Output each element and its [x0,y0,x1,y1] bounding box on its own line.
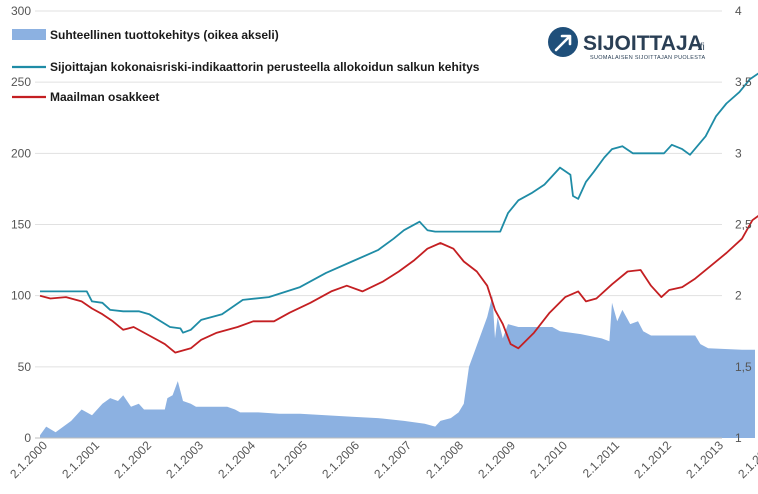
series-area-relative-return [40,295,755,438]
x-tick-label: 2.1.2009 [475,438,518,481]
y-left-tick-label: 100 [11,289,31,303]
x-axis: 2.1.2000 2.1.2001 2.1.2002 2.1.2003 2.1.2004… [7,437,758,481]
logo-tagline: SUOMALAISEN SIJOITTAJAN PUOLESTA [590,55,705,61]
x-tick-label: 2.1.2004 [215,438,258,481]
x-tick-label: 2.1.2006 [319,438,362,481]
legend-swatch-area [12,29,46,40]
y-right-tick-label: 4 [735,4,742,18]
x-tick-label: 2.1.2002 [111,438,154,481]
x-tick-label: 2.1.2013 [683,438,726,481]
x-tick-label: 2.1.2010 [527,438,570,481]
legend-label-area: Suhteellinen tuottokehitys (oikea akseli… [50,28,279,42]
logo-suffix: .fi [697,42,705,53]
y-right-tick-label: 2,5 [735,218,752,232]
left-y-axis: 0 50 100 150 200 250 300 [11,4,31,445]
legend-label-portfolio: Sijoittajan kokonaisriski-indikaattorin … [50,60,480,74]
y-right-tick-label: 2 [735,289,742,303]
y-right-tick-label: 3,5 [735,75,752,89]
x-tick-label: 2.1.2005 [267,438,310,481]
x-tick-label: 2.1.2012 [631,438,674,481]
y-left-tick-label: 50 [18,360,32,374]
grid-lines [35,10,722,439]
legend: Suhteellinen tuottokehitys (oikea akseli… [12,28,480,104]
series-line-world-equities [39,214,758,354]
legend-label-world: Maailman osakkeet [50,90,159,104]
y-left-tick-label: 0 [24,431,31,445]
sijoittaja-logo: SIJOITTAJA .fi SUOMALAISEN SIJOITTAJAN P… [548,27,705,61]
right-y-axis: 1 1,5 2 2,5 3 3,5 4 [735,4,752,445]
y-right-tick-label: 1,5 [735,360,752,374]
line-series [39,72,758,354]
x-tick-label: 2.1.2007 [371,438,414,481]
logo-wordmark: SIJOITTAJA [583,32,703,55]
x-tick-label: 2.1.2008 [423,438,466,481]
y-left-tick-label: 150 [11,218,31,232]
y-right-tick-label: 3 [735,146,742,160]
x-tick-label: 2.1.2011 [580,438,623,481]
area-series [40,295,755,438]
y-left-tick-label: 250 [11,75,31,89]
x-tick-label: 2.1.2001 [59,438,102,481]
series-line-portfolio [40,72,758,334]
y-right-tick-label: 1 [735,431,742,445]
y-left-tick-label: 200 [11,146,31,160]
y-left-tick-label: 300 [11,4,31,18]
x-tick-label: 2.1.2003 [163,438,206,481]
logo-arrow-icon [554,34,572,52]
